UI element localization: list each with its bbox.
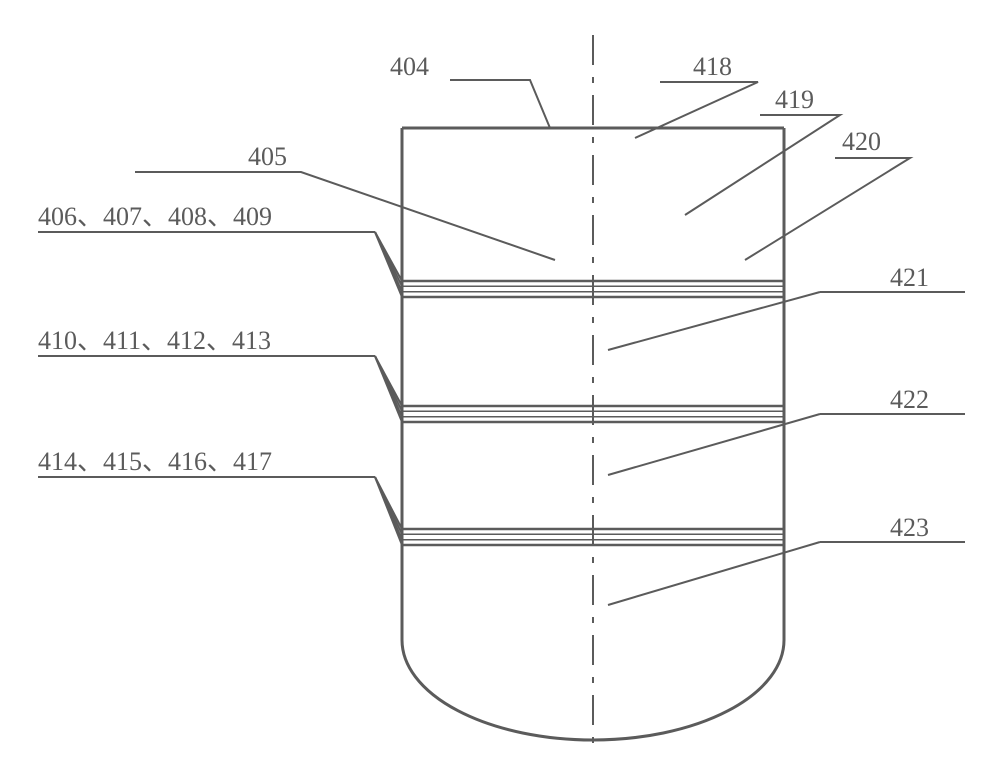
leader-404 bbox=[450, 80, 550, 128]
leader-419 bbox=[685, 115, 840, 215]
label-420: 420 bbox=[842, 127, 881, 156]
label-418: 418 bbox=[693, 52, 732, 81]
label-group-537: 414、415、416、417 bbox=[38, 447, 272, 476]
label-422: 422 bbox=[890, 385, 929, 414]
label-group-289: 406、407、408、409 bbox=[38, 202, 272, 231]
leader-d-423 bbox=[608, 542, 820, 605]
leader-420 bbox=[745, 158, 910, 260]
label-419: 419 bbox=[775, 85, 814, 114]
leader-fan-537-3 bbox=[375, 477, 402, 545]
label-group-414: 410、411、412、413 bbox=[38, 326, 271, 355]
leader-fan-414-3 bbox=[375, 356, 402, 422]
leader-418 bbox=[635, 82, 758, 138]
label-423: 423 bbox=[890, 513, 929, 542]
leader-d-421 bbox=[608, 292, 820, 350]
label-405: 405 bbox=[248, 142, 287, 171]
leader-fan-289-3 bbox=[375, 232, 402, 297]
label-421: 421 bbox=[890, 263, 929, 292]
label-404: 404 bbox=[390, 52, 429, 81]
